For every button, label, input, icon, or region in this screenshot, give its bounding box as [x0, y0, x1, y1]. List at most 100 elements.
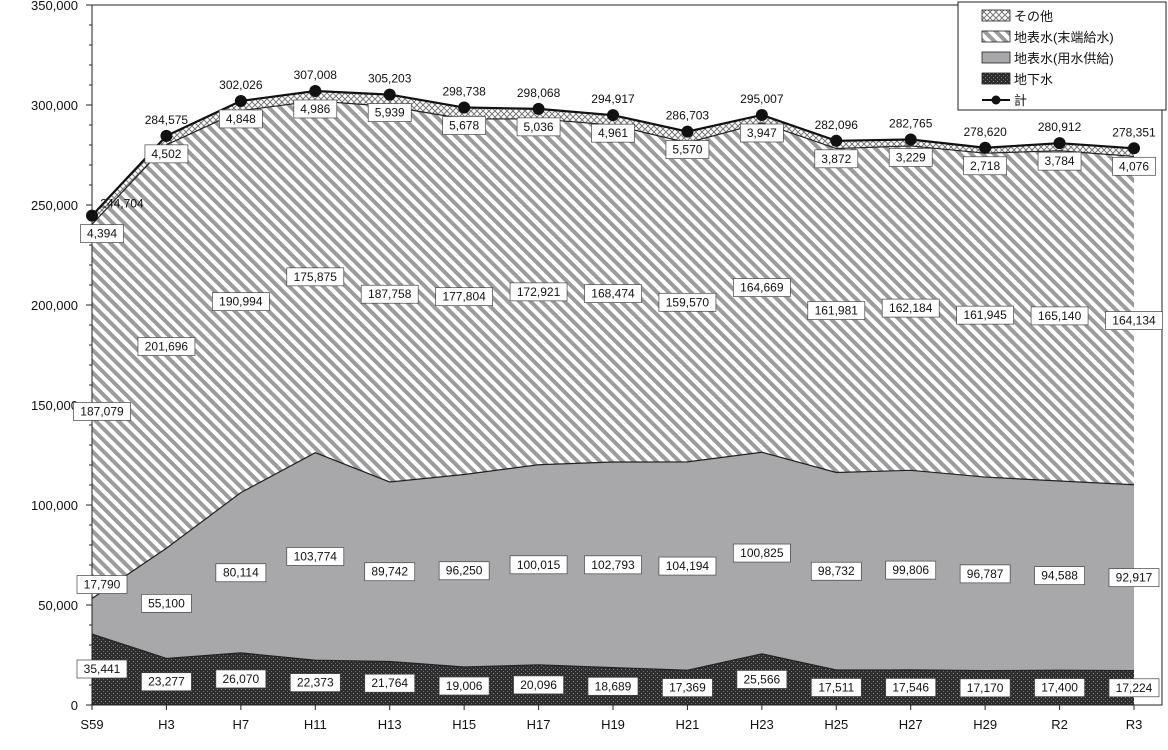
- data-label-series-0-box: [76, 659, 128, 679]
- data-label-series-0-box: [513, 675, 564, 695]
- legend-label: その他: [1014, 9, 1053, 24]
- y-tick-label: 100,000: [31, 498, 78, 513]
- total-marker: [979, 141, 992, 154]
- data-label-series-2-box: [733, 278, 791, 297]
- data-label-series-2-box: [137, 337, 196, 356]
- data-label-series-3-box: [219, 109, 263, 129]
- data-label-series-1: 92,917: [1116, 571, 1153, 585]
- data-label-series-3: 5,036: [524, 120, 554, 134]
- x-tick-label: H29: [973, 717, 997, 732]
- data-label-series-1: 17,790: [84, 578, 121, 592]
- data-label-series-0: 26,070: [223, 672, 260, 686]
- y-tick-label: 300,000: [31, 98, 78, 113]
- data-label-series-0: 23,277: [148, 675, 185, 689]
- data-label-series-1-box: [1034, 566, 1085, 585]
- data-label-series-1: 96,787: [967, 567, 1004, 581]
- data-label-series-1-box: [885, 560, 937, 580]
- data-label-series-2-box: [509, 282, 568, 302]
- data-label-series-2-box: [1030, 306, 1089, 326]
- total-marker: [383, 88, 396, 101]
- data-label-series-2: 164,134: [1112, 314, 1156, 328]
- data-label-series-3: 4,961: [598, 126, 628, 140]
- legend-swatch: [981, 72, 1011, 85]
- total-marker: [234, 94, 247, 107]
- data-label-total: 307,008: [294, 68, 338, 82]
- area-series-2: [92, 100, 1134, 599]
- total-marker: [607, 109, 619, 122]
- data-label-series-3-box: [665, 140, 710, 159]
- data-label-series-2: 187,079: [80, 404, 124, 418]
- legend-label: 計: [1014, 93, 1027, 108]
- data-label-total: 302,026: [219, 78, 263, 92]
- data-label-series-3-box: [442, 116, 486, 135]
- data-label-series-3: 5,570: [672, 143, 702, 157]
- data-label-series-0: 17,170: [967, 681, 1004, 695]
- data-label-series-0: 25,566: [744, 672, 781, 686]
- data-label-series-1: 94,588: [1041, 569, 1078, 583]
- data-label-series-0-box: [662, 678, 713, 697]
- data-label-series-2-box: [1105, 311, 1163, 330]
- data-label-series-0: 17,511: [818, 680, 854, 694]
- data-label-series-0-box: [736, 670, 788, 689]
- x-tick-label: H27: [899, 717, 923, 732]
- y-tick-label: 50,000: [38, 598, 78, 613]
- y-tick-label: 200,000: [31, 298, 78, 313]
- data-label-series-1: 55,100: [148, 596, 185, 610]
- data-label-series-3: 5,939: [375, 106, 405, 120]
- data-label-series-3-box: [740, 123, 784, 143]
- data-label-series-0-box: [959, 678, 1011, 698]
- data-label-series-0-box: [885, 678, 937, 697]
- data-label-series-1: 98,732: [818, 564, 855, 578]
- x-tick-label: H17: [527, 717, 551, 732]
- data-label-series-1-box: [438, 561, 490, 581]
- x-tick-label: H3: [158, 717, 175, 732]
- legend-swatch: [981, 9, 1011, 22]
- data-label-series-1-box: [658, 556, 717, 576]
- x-tick-label: H7: [233, 717, 250, 732]
- data-label-series-1-box: [1108, 568, 1160, 587]
- area-boundary-0: [91, 633, 1135, 672]
- data-label-series-3: 5,678: [449, 119, 479, 133]
- data-label-series-2: 187,758: [368, 287, 412, 301]
- data-label-series-1: 103,774: [294, 549, 338, 563]
- area-boundary-1: [91, 451, 1135, 600]
- data-label-series-0: 21,764: [371, 676, 408, 690]
- data-label-series-0-box: [215, 669, 267, 689]
- data-label-series-2-box: [360, 284, 419, 304]
- data-label-series-1-box: [215, 563, 267, 583]
- data-label-series-1: 100,015: [517, 558, 561, 572]
- data-label-series-2: 161,981: [815, 304, 859, 318]
- data-label-series-0: 35,441: [84, 662, 121, 676]
- data-label-series-0: 22,373: [297, 676, 334, 690]
- total-marker: [160, 129, 173, 142]
- y-tick-label: 250,000: [31, 198, 78, 213]
- legend-swatch: [981, 30, 1011, 43]
- legend-label: 地下水: [1014, 72, 1053, 87]
- data-label-series-3: 4,394: [87, 227, 117, 241]
- data-label-series-0: 17,400: [1041, 681, 1078, 695]
- data-label-series-0: 18,689: [595, 679, 632, 693]
- data-label-series-0-box: [1034, 678, 1085, 697]
- data-label-series-1: 104,194: [666, 559, 710, 573]
- total-marker: [904, 133, 917, 146]
- total-marker: [86, 209, 98, 222]
- legend-label: 地表水(末端給水): [1014, 30, 1114, 45]
- data-label-series-1-box: [364, 562, 416, 582]
- data-label-series-0-box: [141, 672, 192, 692]
- y-tick-label: 150,000: [31, 398, 78, 413]
- data-label-series-2: 175,875: [294, 270, 338, 284]
- data-label-series-1: 96,250: [446, 564, 483, 578]
- data-label-series-0: 17,224: [1116, 681, 1153, 695]
- data-label-series-2-box: [807, 301, 866, 320]
- data-label-series-2: 162,184: [889, 301, 933, 315]
- data-label-series-3: 3,872: [821, 152, 851, 166]
- data-label-series-1-box: [810, 561, 862, 581]
- data-label-series-0-box: [364, 673, 416, 693]
- data-label-series-2-box: [73, 402, 131, 421]
- data-label-total: 282,765: [889, 116, 933, 130]
- y-tick-label: 0: [71, 698, 78, 713]
- data-label-series-1: 99,806: [892, 563, 929, 577]
- data-label-total: 286,703: [666, 109, 710, 123]
- total-marker: [830, 134, 843, 147]
